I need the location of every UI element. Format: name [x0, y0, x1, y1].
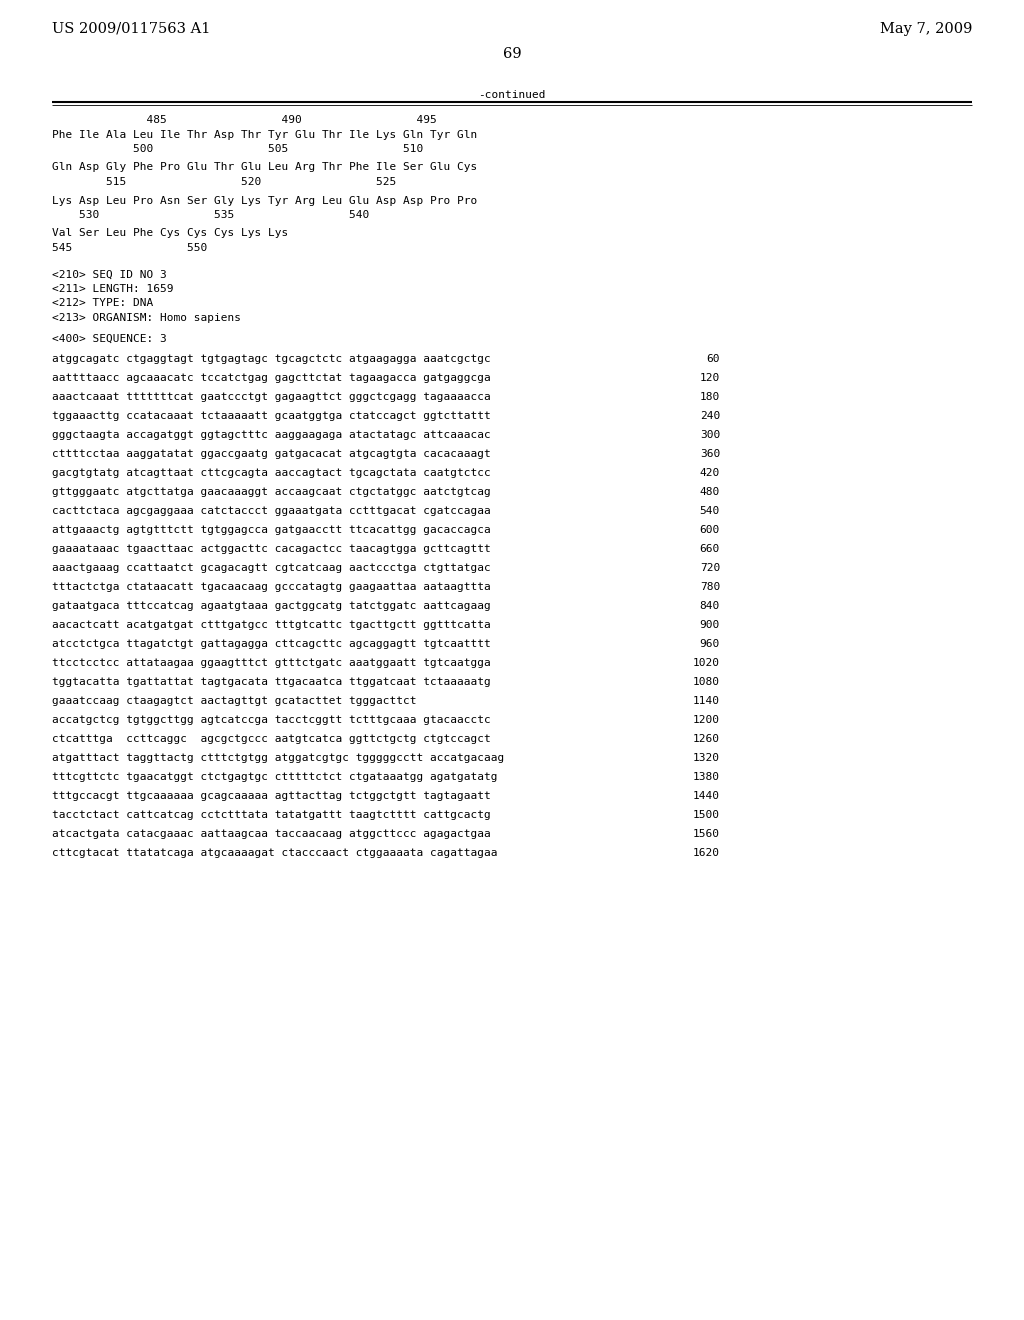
Text: <400> SEQUENCE: 3: <400> SEQUENCE: 3 [52, 334, 167, 343]
Text: cacttctaca agcgaggaaa catctaccct ggaaatgata cctttgacat cgatccagaa: cacttctaca agcgaggaaa catctaccct ggaaatg… [52, 506, 490, 516]
Text: aaactcaaat tttttttcat gaatccctgt gagaagttct gggctcgagg tagaaaacca: aaactcaaat tttttttcat gaatccctgt gagaagt… [52, 392, 490, 403]
Text: 1440: 1440 [693, 791, 720, 801]
Text: 840: 840 [699, 601, 720, 611]
Text: 900: 900 [699, 620, 720, 630]
Text: atcactgata catacgaaac aattaagcaa taccaacaag atggcttccc agagactgaa: atcactgata catacgaaac aattaagcaa taccaac… [52, 829, 490, 840]
Text: cttttcctaa aaggatatat ggaccgaatg gatgacacat atgcagtgta cacacaaagt: cttttcctaa aaggatatat ggaccgaatg gatgaca… [52, 449, 490, 459]
Text: 530                 535                 540: 530 535 540 [52, 210, 370, 220]
Text: Lys Asp Leu Pro Asn Ser Gly Lys Tyr Arg Leu Glu Asp Asp Pro Pro: Lys Asp Leu Pro Asn Ser Gly Lys Tyr Arg … [52, 195, 477, 206]
Text: 420: 420 [699, 469, 720, 478]
Text: tacctctact cattcatcag cctctttata tatatgattt taagtctttt cattgcactg: tacctctact cattcatcag cctctttata tatatga… [52, 810, 490, 820]
Text: 480: 480 [699, 487, 720, 498]
Text: gaaatccaag ctaagagtct aactagttgt gcatacttet tgggacttct: gaaatccaag ctaagagtct aactagttgt gcatact… [52, 696, 417, 706]
Text: aaactgaaag ccattaatct gcagacagtt cgtcatcaag aactccctga ctgttatgac: aaactgaaag ccattaatct gcagacagtt cgtcatc… [52, 564, 490, 573]
Text: tttgccacgt ttgcaaaaaa gcagcaaaaa agttacttag tctggctgtt tagtagaatt: tttgccacgt ttgcaaaaaa gcagcaaaaa agttact… [52, 791, 490, 801]
Text: 515                 520                 525: 515 520 525 [52, 177, 396, 187]
Text: Phe Ile Ala Leu Ile Thr Asp Thr Tyr Glu Thr Ile Lys Gln Tyr Gln: Phe Ile Ala Leu Ile Thr Asp Thr Tyr Glu … [52, 129, 477, 140]
Text: tttactctga ctataacatt tgacaacaag gcccatagtg gaagaattaa aataagttta: tttactctga ctataacatt tgacaacaag gcccata… [52, 582, 490, 591]
Text: <213> ORGANISM: Homo sapiens: <213> ORGANISM: Homo sapiens [52, 313, 241, 323]
Text: cttcgtacat ttatatcaga atgcaaaagat ctacccaact ctggaaaata cagattagaa: cttcgtacat ttatatcaga atgcaaaagat ctaccc… [52, 847, 498, 858]
Text: 60: 60 [707, 354, 720, 364]
Text: 960: 960 [699, 639, 720, 649]
Text: gttgggaatc atgcttatga gaacaaaggt accaagcaat ctgctatggc aatctgtcag: gttgggaatc atgcttatga gaacaaaggt accaagc… [52, 487, 490, 498]
Text: aattttaacc agcaaacatc tccatctgag gagcttctat tagaagacca gatgaggcga: aattttaacc agcaaacatc tccatctgag gagcttc… [52, 374, 490, 383]
Text: 1020: 1020 [693, 657, 720, 668]
Text: accatgctcg tgtggcttgg agtcatccga tacctcggtt tctttgcaaa gtacaacctc: accatgctcg tgtggcttgg agtcatccga tacctcg… [52, 715, 490, 725]
Text: -continued: -continued [478, 90, 546, 100]
Text: gacgtgtatg atcagttaat cttcgcagta aaccagtact tgcagctata caatgtctcc: gacgtgtatg atcagttaat cttcgcagta aaccagt… [52, 469, 490, 478]
Text: 660: 660 [699, 544, 720, 554]
Text: 485                 490                 495: 485 490 495 [52, 115, 437, 125]
Text: atcctctgca ttagatctgt gattagagga cttcagcttc agcaggagtt tgtcaatttt: atcctctgca ttagatctgt gattagagga cttcagc… [52, 639, 490, 649]
Text: 1380: 1380 [693, 772, 720, 781]
Text: <211> LENGTH: 1659: <211> LENGTH: 1659 [52, 284, 173, 294]
Text: gggctaagta accagatggt ggtagctttc aaggaagaga atactatagc attcaaacac: gggctaagta accagatggt ggtagctttc aaggaag… [52, 430, 490, 440]
Text: Gln Asp Gly Phe Pro Glu Thr Glu Leu Arg Thr Phe Ile Ser Glu Cys: Gln Asp Gly Phe Pro Glu Thr Glu Leu Arg … [52, 162, 477, 173]
Text: tttcgttctc tgaacatggt ctctgagtgc ctttttctct ctgataaatgg agatgatatg: tttcgttctc tgaacatggt ctctgagtgc ctttttc… [52, 772, 498, 781]
Text: 720: 720 [699, 564, 720, 573]
Text: atgatttact taggttactg ctttctgtgg atggatcgtgc tgggggcctt accatgacaag: atgatttact taggttactg ctttctgtgg atggatc… [52, 752, 504, 763]
Text: 1320: 1320 [693, 752, 720, 763]
Text: 180: 180 [699, 392, 720, 403]
Text: 600: 600 [699, 525, 720, 535]
Text: Val Ser Leu Phe Cys Cys Cys Lys Lys: Val Ser Leu Phe Cys Cys Cys Lys Lys [52, 228, 288, 239]
Text: 540: 540 [699, 506, 720, 516]
Text: tggaaacttg ccatacaaat tctaaaaatt gcaatggtga ctatccagct ggtcttattt: tggaaacttg ccatacaaat tctaaaaatt gcaatgg… [52, 411, 490, 421]
Text: attgaaactg agtgtttctt tgtggagcca gatgaacctt ttcacattgg gacaccagca: attgaaactg agtgtttctt tgtggagcca gatgaac… [52, 525, 490, 535]
Text: 69: 69 [503, 48, 521, 61]
Text: 1500: 1500 [693, 810, 720, 820]
Text: 500                 505                 510: 500 505 510 [52, 144, 423, 154]
Text: 1080: 1080 [693, 677, 720, 686]
Text: 300: 300 [699, 430, 720, 440]
Text: gaaaataaac tgaacttaac actggacttc cacagactcc taacagtgga gcttcagttt: gaaaataaac tgaacttaac actggacttc cacagac… [52, 544, 490, 554]
Text: ctcatttga  ccttcaggc  agcgctgccc aatgtcatca ggttctgctg ctgtccagct: ctcatttga ccttcaggc agcgctgccc aatgtcatc… [52, 734, 490, 744]
Text: 120: 120 [699, 374, 720, 383]
Text: ttcctcctcc attataagaa ggaagtttct gtttctgatc aaatggaatt tgtcaatgga: ttcctcctcc attataagaa ggaagtttct gtttctg… [52, 657, 490, 668]
Text: gataatgaca tttccatcag agaatgtaaa gactggcatg tatctggatc aattcagaag: gataatgaca tttccatcag agaatgtaaa gactggc… [52, 601, 490, 611]
Text: 1140: 1140 [693, 696, 720, 706]
Text: atggcagatc ctgaggtagt tgtgagtagc tgcagctctc atgaagagga aaatcgctgc: atggcagatc ctgaggtagt tgtgagtagc tgcagct… [52, 354, 490, 364]
Text: US 2009/0117563 A1: US 2009/0117563 A1 [52, 22, 210, 36]
Text: 545                 550: 545 550 [52, 243, 207, 253]
Text: 240: 240 [699, 411, 720, 421]
Text: <210> SEQ ID NO 3: <210> SEQ ID NO 3 [52, 269, 167, 280]
Text: May 7, 2009: May 7, 2009 [880, 22, 972, 36]
Text: <212> TYPE: DNA: <212> TYPE: DNA [52, 298, 154, 309]
Text: 1260: 1260 [693, 734, 720, 744]
Text: 780: 780 [699, 582, 720, 591]
Text: 1560: 1560 [693, 829, 720, 840]
Text: aacactcatt acatgatgat ctttgatgcc tttgtcattc tgacttgctt ggtttcatta: aacactcatt acatgatgat ctttgatgcc tttgtca… [52, 620, 490, 630]
Text: 360: 360 [699, 449, 720, 459]
Text: tggtacatta tgattattat tagtgacata ttgacaatca ttggatcaat tctaaaaatg: tggtacatta tgattattat tagtgacata ttgacaa… [52, 677, 490, 686]
Text: 1620: 1620 [693, 847, 720, 858]
Text: 1200: 1200 [693, 715, 720, 725]
